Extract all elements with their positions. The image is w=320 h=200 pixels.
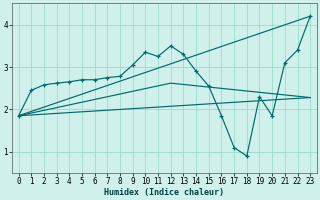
X-axis label: Humidex (Indice chaleur): Humidex (Indice chaleur) — [104, 188, 224, 197]
